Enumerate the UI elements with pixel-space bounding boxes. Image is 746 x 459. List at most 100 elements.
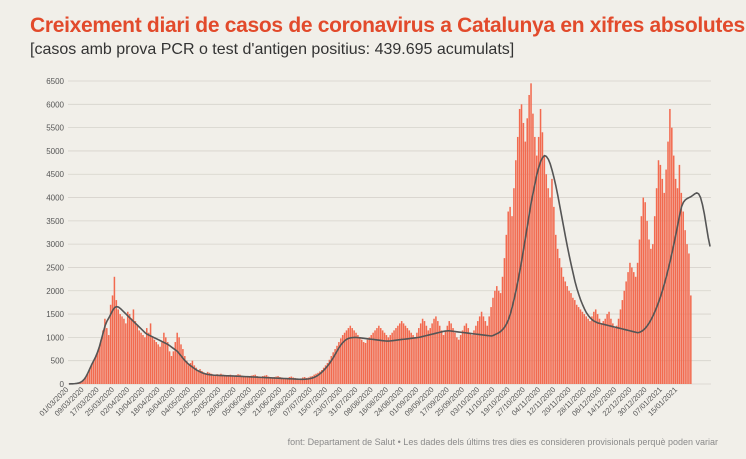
bar (262, 376, 264, 384)
bar (456, 337, 458, 384)
bar (123, 318, 125, 384)
bar (178, 337, 180, 384)
bar (100, 339, 102, 384)
bar (477, 321, 479, 384)
bar (134, 321, 137, 384)
bar (690, 295, 692, 384)
bar (488, 316, 490, 384)
bar (326, 363, 329, 384)
bar (640, 216, 643, 384)
bar (684, 230, 686, 384)
bar (459, 335, 462, 384)
bar (197, 370, 199, 384)
bar (248, 376, 251, 384)
bar (362, 342, 365, 384)
bar (187, 365, 190, 384)
bar (163, 332, 165, 384)
bar (366, 339, 369, 384)
bar (579, 309, 582, 384)
bar (511, 216, 513, 384)
bar (334, 349, 336, 384)
bar (273, 377, 275, 384)
bar (303, 377, 306, 384)
bar (145, 328, 148, 384)
bar (657, 160, 660, 384)
moving-average-line (68, 154, 711, 385)
bar (300, 378, 302, 384)
bar (111, 295, 114, 384)
bar (606, 314, 608, 384)
bar (321, 370, 323, 384)
bar (277, 376, 279, 384)
bar (503, 258, 506, 384)
bar (551, 178, 553, 384)
bar (309, 376, 312, 384)
bar (324, 365, 327, 384)
bar (553, 206, 555, 384)
bar (387, 337, 390, 384)
bar (88, 368, 91, 384)
bar (406, 328, 409, 384)
bar (81, 381, 83, 384)
bar (438, 325, 441, 384)
bar (591, 316, 593, 384)
bar (399, 323, 401, 384)
bar (672, 155, 675, 384)
bar (330, 356, 333, 384)
bar (210, 373, 213, 384)
y-tick-label: 4500 (46, 170, 64, 179)
bar (383, 332, 386, 384)
bar (566, 286, 568, 384)
bar (233, 376, 236, 384)
bar (165, 337, 167, 384)
bar (174, 342, 177, 384)
bar (655, 188, 658, 384)
bar (520, 104, 523, 385)
bar (680, 192, 683, 384)
bar (113, 276, 116, 384)
bar (543, 155, 546, 384)
bar (429, 328, 431, 384)
y-tick-label: 6000 (46, 100, 64, 109)
bar (452, 328, 454, 384)
bar (602, 321, 605, 384)
bar (298, 378, 300, 384)
bar (121, 316, 123, 384)
bar (225, 376, 228, 384)
bar (593, 311, 595, 384)
bar (98, 346, 100, 384)
bar (528, 94, 530, 384)
bar (296, 378, 298, 384)
bar (490, 307, 492, 384)
bar (349, 325, 352, 384)
bar (631, 267, 633, 384)
bar (524, 141, 527, 384)
bar (568, 290, 570, 384)
bar (638, 239, 641, 384)
bar (598, 318, 601, 384)
x-axis-tick-labels: 01/03/202009/03/202017/03/202025/03/2020… (37, 385, 679, 418)
bar (288, 377, 291, 384)
bar (532, 113, 534, 384)
bar (170, 356, 173, 384)
bar (446, 325, 449, 384)
bar (530, 83, 532, 384)
bar (427, 330, 430, 384)
bar (418, 328, 420, 384)
bar (102, 330, 104, 384)
bar (106, 328, 108, 384)
bar (184, 356, 186, 384)
bar (374, 330, 376, 384)
bar (282, 377, 285, 384)
bar (345, 330, 348, 384)
bar (600, 323, 603, 384)
bar (275, 376, 277, 384)
bar (199, 369, 201, 384)
bar (263, 375, 266, 384)
bar (364, 342, 367, 384)
bar (648, 239, 650, 384)
bar (465, 323, 468, 384)
bar (667, 141, 669, 384)
bar (509, 206, 511, 384)
bar (549, 197, 551, 384)
